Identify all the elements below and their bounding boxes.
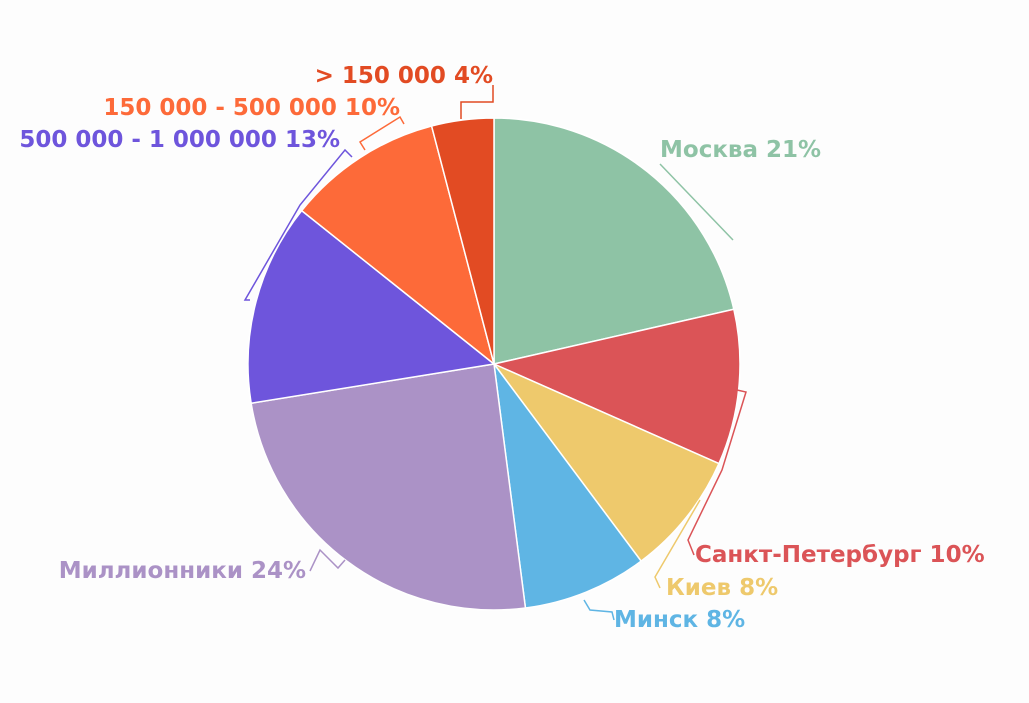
pie-slice-6 [247,209,496,405]
pie-slice-5 [250,363,527,611]
leader-line-4 [583,599,615,621]
pie-slice-2 [491,308,741,465]
leader-line-2 [687,389,747,556]
pie-slice-4 [492,361,643,609]
slices-layer [247,117,741,611]
labels-layer: Москва 21% Санкт-Петербург 10% Киев 8% М… [19,63,984,633]
leader-line-7 [358,115,405,151]
pie-slice-8 [430,117,495,365]
leader-line-5 [309,548,346,572]
label-millionniki: Миллионники 24% [59,558,306,584]
label-sankt-peterburg: Санкт-Петербург 10% [695,542,985,568]
label-moskva: Москва 21% [660,137,821,163]
leader-line-8 [460,85,494,119]
label-kiev: Киев 8% [666,575,778,601]
leader-line-3 [654,499,701,589]
label-500k-1m: 500 000 - 1 000 000 13% [19,127,340,153]
leaders-layer [243,85,747,621]
leader-line-6 [243,148,353,301]
pie-slice-3 [491,362,720,563]
pie-slice-7 [300,125,496,366]
leader-line-1 [659,163,734,241]
label-150k-500k: 150 000 - 500 000 10% [103,95,400,121]
pie-slice-1 [493,117,735,365]
label-under-150k: > 150 000 4% [315,63,493,89]
label-minsk: Минск 8% [614,607,745,633]
